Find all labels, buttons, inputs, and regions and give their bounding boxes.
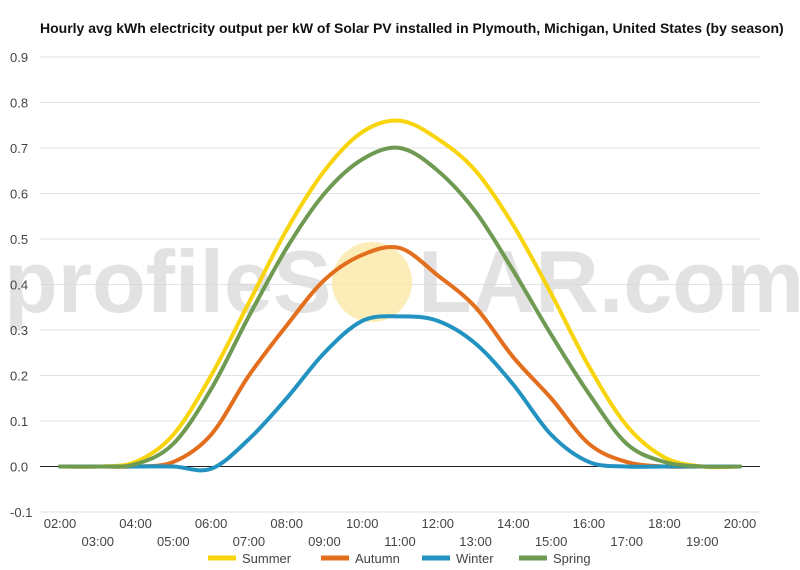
x-tick-label: 04:00 [119,516,152,531]
y-tick-label: 0.3 [10,323,28,338]
x-tick-label: 12:00 [422,516,455,531]
x-tick-label: 16:00 [573,516,606,531]
x-tick-label: 03:00 [82,534,115,549]
y-tick-label: 0.1 [10,414,28,429]
x-tick-label: 05:00 [157,534,190,549]
y-tick-label: 0.0 [10,460,28,475]
watermark-text-right: LAR.com [418,232,800,331]
y-tick-label: 0.8 [10,96,28,111]
y-tick-label: 0.7 [10,141,28,156]
watermark-sun-icon [332,242,412,322]
series-line-summer [58,118,742,470]
legend-label-summer: Summer [242,551,292,566]
x-tick-label: 20:00 [724,516,757,531]
x-tick-label: 06:00 [195,516,228,531]
x-tick-label: 08:00 [270,516,303,531]
x-tick-label: 13:00 [459,534,492,549]
x-tick-label: 18:00 [648,516,681,531]
legend: Summer Autumn Winter Spring [208,551,591,566]
series-layer [58,118,742,473]
x-tick-label: 02:00 [44,516,77,531]
legend-label-spring: Spring [553,551,591,566]
x-tick-label: 17:00 [610,534,643,549]
legend-label-winter: Winter [456,551,494,566]
y-tick-label: -0.1 [10,505,32,520]
y-tick-label: 0.2 [10,369,28,384]
y-tick-label: 0.9 [10,50,28,65]
series-line-spring [58,145,742,469]
legend-label-autumn: Autumn [355,551,400,566]
x-tick-label: 14:00 [497,516,530,531]
chart-title: Hourly avg kWh electricity output per kW… [40,20,784,36]
series-line-winter [58,314,742,473]
x-tick-label: 10:00 [346,516,379,531]
y-axis: -0.1 0.0 0.1 0.2 0.3 0.4 0.5 0.6 0.7 0.8 0.9 [10,50,32,520]
x-tick-label: 07:00 [233,534,266,549]
x-tick-label: 11:00 [384,534,416,549]
x-axis: 02:00 03:00 04:00 05:00 06:00 07:00 08:00 09:00… [44,516,757,549]
x-tick-label: 19:00 [686,534,719,549]
y-tick-label: 0.6 [10,187,28,202]
watermark-text-left: profileS [4,232,332,331]
series-line-autumn [58,244,742,469]
y-tick-label: 0.4 [10,278,28,293]
x-tick-label: 15:00 [535,534,568,549]
y-tick-label: 0.5 [10,232,28,247]
x-tick-label: 09:00 [308,534,341,549]
